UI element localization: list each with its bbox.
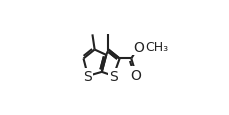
Text: S: S [109, 69, 117, 83]
Text: S: S [83, 69, 92, 83]
Text: O: O [132, 40, 143, 54]
Text: CH₃: CH₃ [145, 41, 168, 54]
Text: O: O [130, 68, 141, 82]
